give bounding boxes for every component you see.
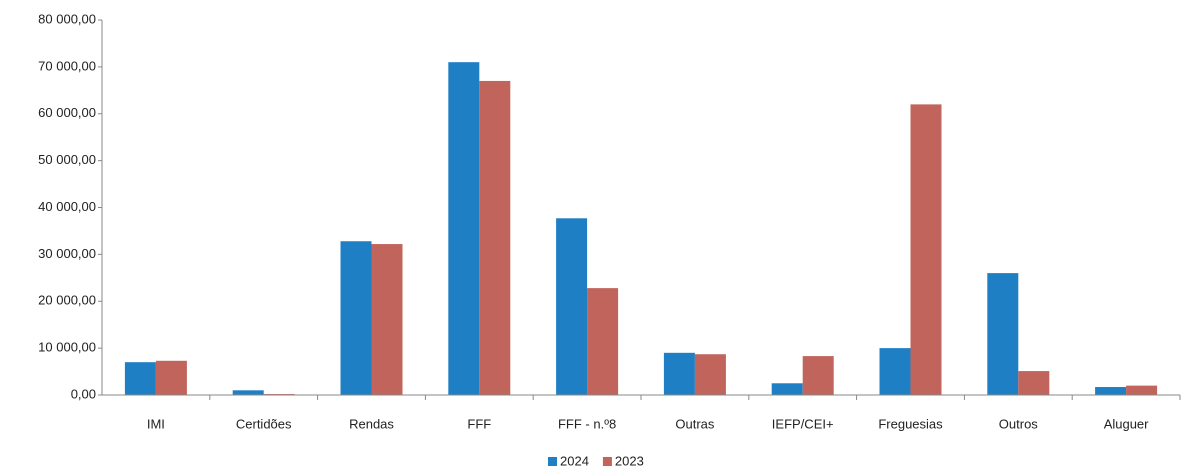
bar xyxy=(1018,371,1050,395)
bar xyxy=(124,362,156,395)
bar xyxy=(771,383,803,395)
bar xyxy=(232,390,264,395)
x-tick-label: IMI xyxy=(147,416,165,431)
x-tick-label: Aluguer xyxy=(1104,416,1149,431)
legend-swatch xyxy=(602,457,612,466)
bar xyxy=(987,273,1019,395)
x-tick-label: FFF - n.º8 xyxy=(558,416,616,431)
bar xyxy=(879,348,911,395)
y-tick-label: 10 000,00 xyxy=(38,340,96,355)
y-tick-label: 80 000,00 xyxy=(38,11,96,26)
bar xyxy=(556,218,588,395)
y-tick-label: 60 000,00 xyxy=(38,105,96,120)
bar xyxy=(1095,387,1127,395)
bar xyxy=(587,288,619,395)
x-tick-label: FFF xyxy=(467,416,491,431)
bar xyxy=(1126,385,1158,395)
x-tick-label: IEFP/CEI+ xyxy=(772,416,834,431)
bar xyxy=(479,80,511,395)
x-tick-label: Rendas xyxy=(349,416,394,431)
x-tick-label: Certidões xyxy=(236,416,292,431)
bar xyxy=(910,104,942,395)
bar xyxy=(694,354,726,395)
bar xyxy=(448,62,480,395)
x-tick-label: Outros xyxy=(999,416,1039,431)
y-tick-label: 0,00 xyxy=(71,386,96,401)
legend-label: 2023 xyxy=(615,453,644,468)
y-tick-label: 40 000,00 xyxy=(38,199,96,214)
y-tick-label: 50 000,00 xyxy=(38,152,96,167)
legend-label: 2024 xyxy=(560,453,589,468)
y-tick-label: 20 000,00 xyxy=(38,293,96,308)
bar xyxy=(340,241,372,395)
y-tick-label: 70 000,00 xyxy=(38,58,96,73)
bar xyxy=(371,244,403,395)
x-tick-label: Outras xyxy=(675,416,715,431)
legend-swatch xyxy=(548,457,557,466)
bar xyxy=(155,360,187,395)
bar xyxy=(663,352,695,395)
y-tick-label: 30 000,00 xyxy=(38,246,96,261)
x-tick-label: Freguesias xyxy=(878,416,943,431)
bar xyxy=(802,356,834,395)
